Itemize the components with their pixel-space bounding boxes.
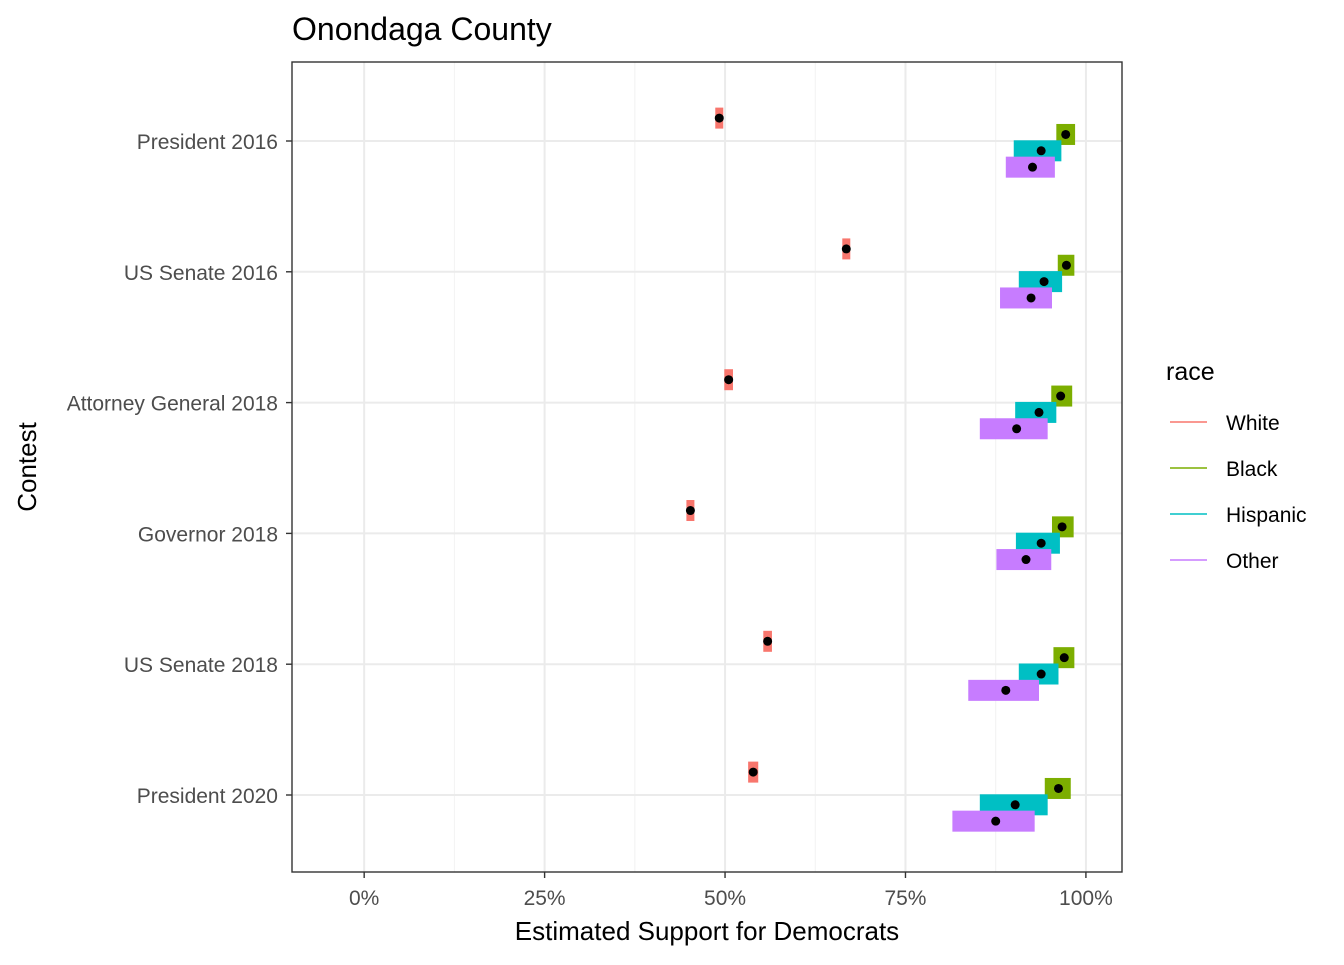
estimate-point-hispanic [1036,669,1046,679]
estimate-point-other [1028,162,1038,172]
panel-background [292,62,1122,872]
legend-label-hispanic: Hispanic [1226,504,1307,527]
y-axis-title: Contest [12,421,42,511]
legend-label-black: Black [1226,458,1278,481]
estimate-point-white [763,636,773,646]
estimate-point-hispanic [1034,407,1044,417]
y-tick-label: Governor 2018 [138,523,278,546]
estimate-point-hispanic [1010,800,1020,810]
estimate-point-other [991,816,1001,826]
x-axis: 0% 25% 50% 75% 100% [349,872,1113,910]
estimate-point-other [1012,424,1022,434]
grid-layer [292,62,1122,872]
estimate-point-black [1056,391,1066,401]
x-tick-label: 100% [1059,887,1113,910]
estimate-point-hispanic [1036,538,1046,548]
interval-bar-other [1000,287,1052,309]
x-tick-label: 75% [884,887,926,910]
estimate-point-hispanic [1036,146,1046,156]
legend-title: race [1166,358,1215,386]
y-tick-label: Attorney General 2018 [67,393,278,416]
x-tick-label: 0% [349,887,379,910]
estimate-point-black [1057,522,1067,532]
estimate-point-other [1026,293,1036,303]
marks-layer [685,107,1076,832]
chart-title: Onondaga County [292,11,552,47]
y-tick-label: US Senate 2018 [124,654,278,677]
y-tick-label: President 2020 [137,785,278,808]
estimate-point-black [1059,653,1069,663]
y-axis: President 2016 US Senate 2016 Attorney Gen… [67,131,292,808]
y-tick-label: President 2016 [137,131,278,154]
estimate-point-black [1053,783,1063,793]
estimate-point-other [1001,685,1011,695]
estimate-point-white [724,375,734,385]
estimate-point-hispanic [1039,277,1049,287]
estimate-point-white [685,506,695,516]
panel-border [291,61,1123,873]
legend-label-other: Other [1226,550,1279,573]
x-axis-title: Estimated Support for Democrats [515,916,899,946]
legend: race White Black Hispanic Other [1166,358,1307,573]
legend-label-white: White [1226,412,1280,435]
estimate-point-white [714,113,724,123]
x-tick-label: 50% [704,887,746,910]
estimate-point-black [1061,129,1071,139]
estimate-point-other [1021,555,1031,565]
estimate-point-white [748,767,758,777]
y-tick-label: US Senate 2016 [124,262,278,285]
estimate-point-white [841,244,851,254]
estimate-point-black [1061,260,1071,270]
x-tick-label: 25% [524,887,566,910]
